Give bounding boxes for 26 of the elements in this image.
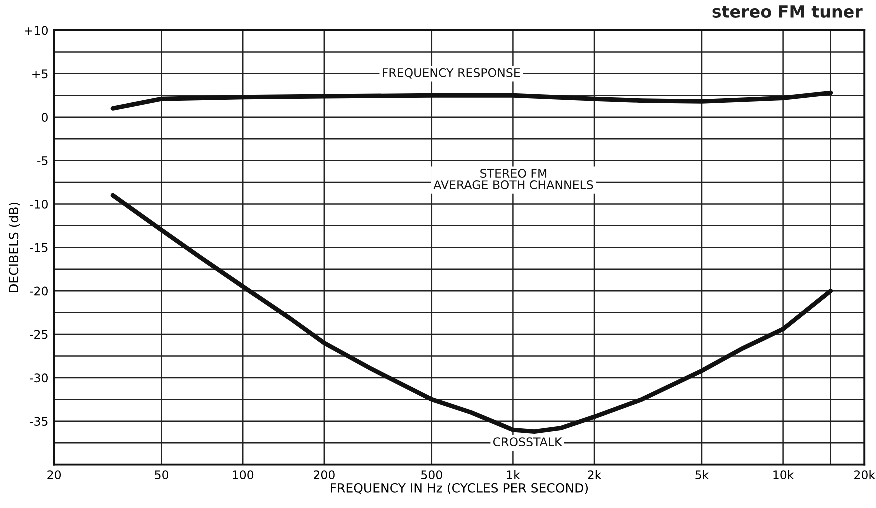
y-tick-label: -15 (30, 244, 48, 252)
x-tick-label: 20 (48, 470, 62, 480)
x-tick-label: 1k (507, 470, 520, 480)
y-tick-label: +5 (32, 70, 48, 79)
y-axis-title: DECIBELS (dB) (8, 202, 20, 292)
series-label: CROSSTALK (493, 438, 562, 447)
chart-title: stereo FM tuner (712, 6, 863, 18)
x-tick-label: 2k (588, 470, 602, 480)
x-tick-label: 5k (696, 470, 710, 480)
series-label: FREQUENCY RESPONSE (383, 68, 520, 79)
x-tick-label: 200 (314, 470, 335, 480)
x-tick-label: 20k (854, 470, 876, 480)
x-tick-label: 10k (774, 470, 794, 480)
x-tick-label: 50 (155, 470, 169, 480)
x-tick-label: 500 (422, 470, 442, 480)
y-tick-label: -10 (30, 200, 48, 209)
x-axis-title: FREQUENCY IN Hz (CYCLES PER SECOND) (331, 483, 588, 494)
y-tick-label: -25 (30, 330, 48, 340)
y-tick-label: -5 (38, 156, 48, 166)
x-tick-label: 100 (233, 470, 254, 480)
y-tick-label: -20 (30, 286, 48, 296)
y-tick-label: 0 (42, 113, 48, 122)
y-tick-label: -30 (30, 374, 48, 383)
y-tick-label: +10 (25, 26, 48, 36)
y-tick-label: -35 (30, 417, 48, 426)
annotation: STEREO FM AVERAGE BOTH CHANNELS (434, 169, 594, 190)
